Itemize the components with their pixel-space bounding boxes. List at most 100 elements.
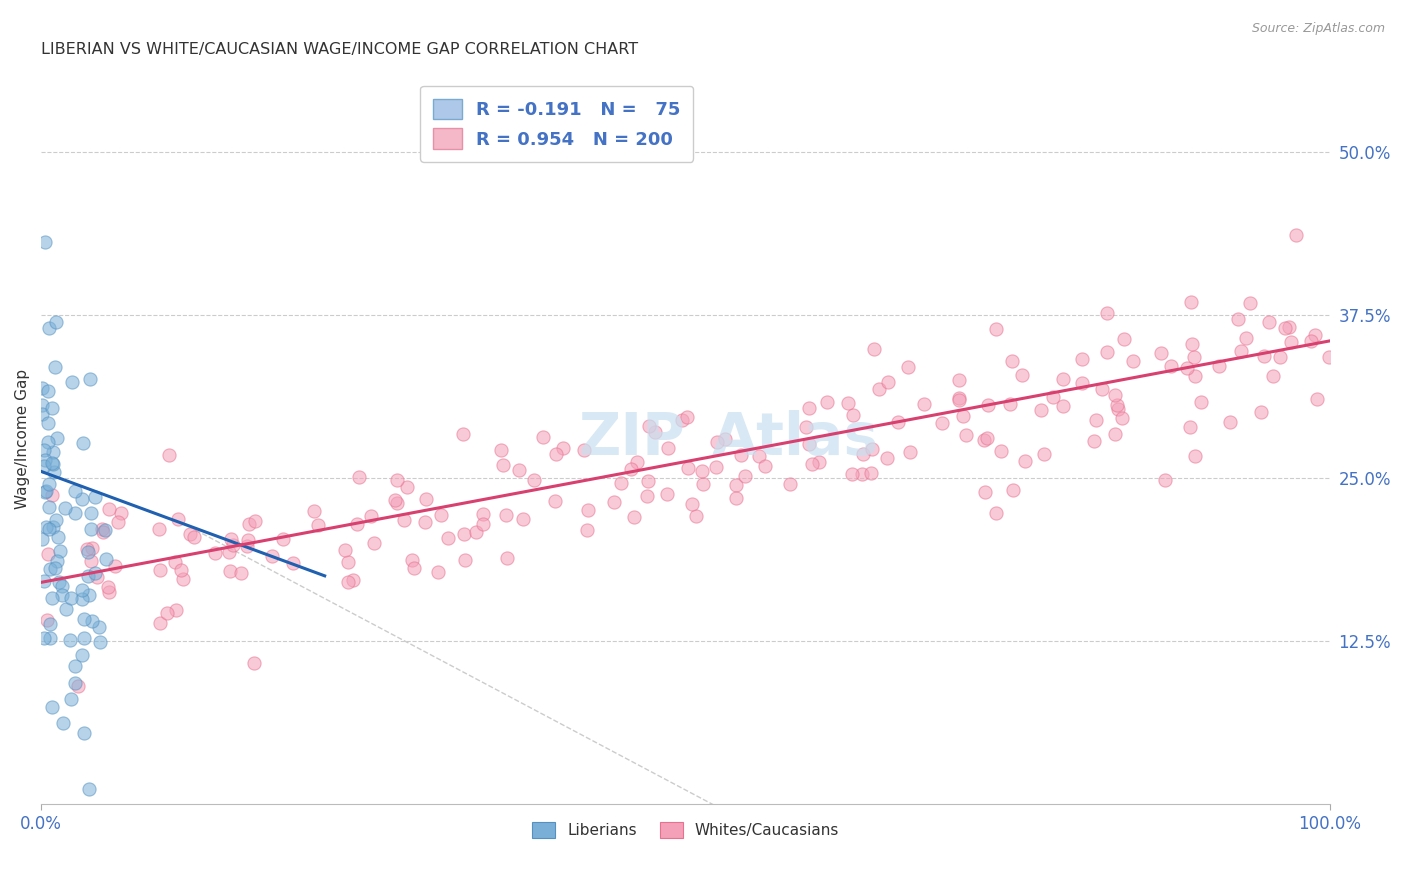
- Point: [984, 322, 1007, 336]
- Point: [34, 485, 56, 500]
- Point: [508, 463, 530, 477]
- Point: [973, 434, 995, 448]
- Point: [644, 425, 666, 439]
- Point: [1184, 449, 1206, 463]
- Point: [1239, 296, 1261, 310]
- Point: [948, 392, 970, 407]
- Point: [45, 513, 67, 527]
- Point: [179, 527, 201, 541]
- Point: [1305, 327, 1327, 342]
- Point: [39, 632, 62, 646]
- Point: [1071, 376, 1094, 391]
- Point: [1317, 351, 1340, 365]
- Point: [1085, 413, 1108, 427]
- Point: [489, 442, 512, 457]
- Point: [797, 437, 820, 451]
- Point: [472, 507, 495, 521]
- Point: [395, 480, 418, 494]
- Point: [41, 488, 63, 502]
- Point: [59, 691, 82, 706]
- Point: [952, 409, 974, 423]
- Point: [657, 441, 679, 455]
- Point: [163, 555, 186, 569]
- Point: [1000, 396, 1022, 410]
- Point: [333, 542, 356, 557]
- Point: [37, 547, 59, 561]
- Point: [49, 543, 72, 558]
- Point: [681, 497, 703, 511]
- Point: [734, 468, 756, 483]
- Point: [1299, 334, 1322, 349]
- Point: [898, 445, 921, 459]
- Point: [851, 467, 873, 481]
- Point: [238, 517, 260, 532]
- Point: [808, 455, 831, 469]
- Point: [392, 513, 415, 527]
- Point: [724, 477, 747, 491]
- Point: [794, 420, 817, 434]
- Point: [32, 459, 55, 474]
- Point: [1274, 321, 1296, 335]
- Text: LIBERIAN VS WHITE/CAUCASIAN WAGE/INCOME GAP CORRELATION CHART: LIBERIAN VS WHITE/CAUCASIAN WAGE/INCOME …: [41, 42, 638, 57]
- Point: [157, 448, 180, 462]
- Point: [169, 563, 191, 577]
- Point: [45, 314, 67, 328]
- Point: [1002, 483, 1025, 497]
- Point: [59, 591, 82, 605]
- Point: [692, 476, 714, 491]
- Point: [437, 531, 460, 545]
- Point: [1083, 434, 1105, 449]
- Point: [1306, 392, 1329, 407]
- Point: [1107, 402, 1129, 417]
- Point: [165, 603, 187, 617]
- Point: [863, 342, 886, 356]
- Point: [307, 518, 329, 533]
- Point: [110, 506, 132, 520]
- Point: [1261, 368, 1284, 383]
- Point: [1250, 405, 1272, 419]
- Point: [451, 426, 474, 441]
- Point: [260, 549, 283, 563]
- Point: [37, 384, 59, 398]
- Point: [41, 520, 63, 534]
- Point: [531, 430, 554, 444]
- Point: [748, 449, 770, 463]
- Point: [41, 401, 63, 415]
- Point: [492, 458, 515, 472]
- Text: Source: ZipAtlas.com: Source: ZipAtlas.com: [1251, 22, 1385, 36]
- Point: [31, 407, 53, 421]
- Point: [1181, 337, 1204, 351]
- Point: [72, 612, 94, 626]
- Point: [931, 416, 953, 430]
- Point: [219, 533, 242, 547]
- Text: ZIP: ZIP: [579, 410, 686, 467]
- Point: [77, 545, 100, 559]
- Point: [955, 428, 977, 442]
- Point: [1180, 294, 1202, 309]
- Point: [1279, 335, 1302, 350]
- Point: [84, 490, 107, 504]
- Point: [32, 442, 55, 457]
- Point: [860, 467, 883, 481]
- Point: [801, 457, 824, 471]
- Point: [852, 447, 875, 461]
- Point: [430, 508, 453, 523]
- Point: [52, 715, 75, 730]
- Point: [815, 395, 838, 409]
- Point: [638, 419, 661, 434]
- Point: [65, 507, 87, 521]
- Point: [704, 460, 727, 475]
- Point: [204, 545, 226, 559]
- Point: [38, 523, 60, 537]
- Point: [273, 532, 295, 546]
- Point: [45, 431, 67, 445]
- Point: [626, 455, 648, 469]
- Text: Atlas: Atlas: [711, 410, 879, 467]
- Point: [63, 484, 86, 499]
- Point: [706, 435, 728, 450]
- Point: [82, 614, 104, 628]
- Point: [1091, 382, 1114, 396]
- Point: [236, 539, 259, 553]
- Point: [1112, 333, 1135, 347]
- Point: [70, 648, 93, 663]
